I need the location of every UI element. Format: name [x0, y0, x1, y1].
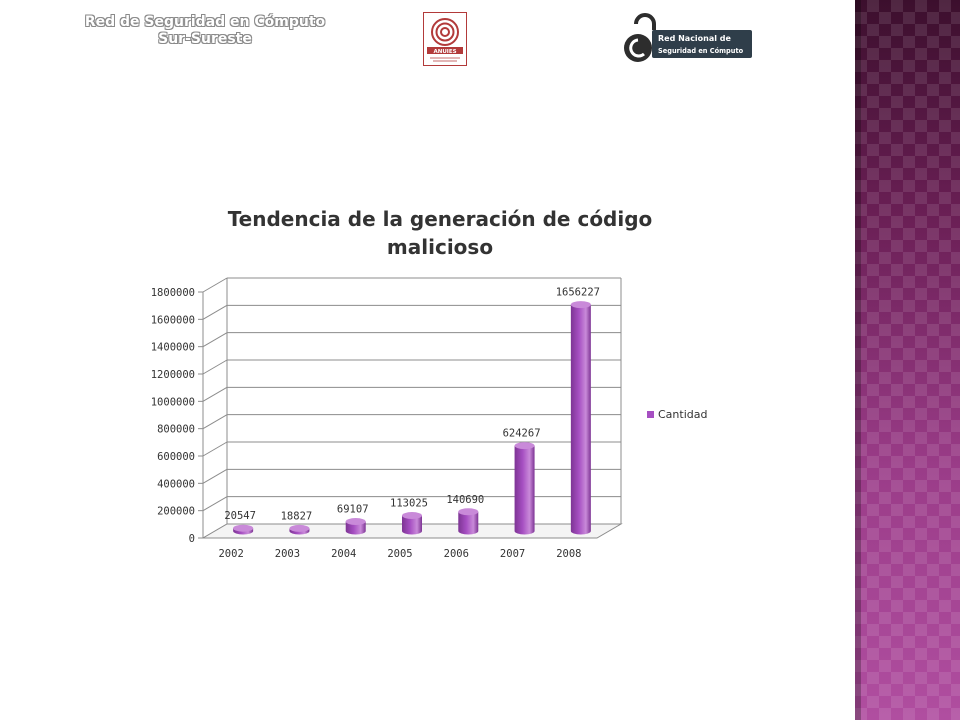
bar-top [345, 518, 366, 526]
rnsc-logo-line1: Red Nacional de [658, 34, 732, 43]
bar-top [570, 301, 591, 309]
x-tick-label: 2007 [500, 548, 525, 560]
decorative-sidebar-band [855, 0, 960, 720]
rnsc-padlock-shackle [634, 13, 656, 30]
bar-top [458, 508, 479, 516]
grid-side-line [202, 304, 228, 320]
y-tick-label: 1400000 [151, 342, 195, 354]
x-tick-label: 2006 [444, 548, 469, 560]
grid-side-line [202, 441, 228, 457]
data-label: 18827 [281, 510, 313, 522]
legend-swatch [647, 411, 654, 418]
bar [458, 511, 479, 535]
bar-top [289, 524, 310, 532]
rnsc-logo: Red Nacional de Seguridad en Cómputo [624, 13, 752, 62]
data-label: 1656227 [556, 287, 600, 299]
x-tick-label: 2005 [387, 548, 412, 560]
grid-side-line [202, 277, 228, 293]
chart-title-line2: malicioso [386, 235, 494, 259]
anuies-logo-ring-outer [431, 18, 459, 46]
y-tick-label: 400000 [157, 478, 195, 490]
grid-side-line [202, 386, 228, 402]
rnsc-padlock-c-mark [629, 38, 645, 58]
grid-side-line [202, 496, 228, 512]
bar [345, 521, 366, 535]
rnsc-logo-line2: Seguridad en Cómputo [658, 47, 744, 55]
y-tick-label: 1000000 [151, 396, 195, 408]
y-tick-label: 1200000 [151, 369, 195, 381]
anuies-logo-band [427, 47, 463, 54]
data-label: 140690 [446, 494, 484, 506]
anuies-logo-text: ANUIES [433, 49, 456, 55]
rnsc-padlock-body [624, 34, 652, 62]
y-tick-label: 200000 [157, 506, 195, 518]
grid-side-line [202, 414, 228, 430]
bar [570, 304, 591, 535]
x-tick-label: 2003 [275, 548, 300, 560]
bar [514, 445, 535, 535]
org-name-line2: Sur-Sureste [158, 31, 252, 47]
y-tick-label: 0 [189, 533, 195, 545]
bar [402, 515, 422, 535]
data-label: 69107 [337, 504, 369, 516]
data-label: 113025 [390, 498, 428, 510]
organization-header: Red de Seguridad en Cómputo Sur-Sureste [70, 14, 340, 48]
chart-legend: Cantidad [647, 408, 707, 421]
x-tick-label: 2004 [331, 548, 356, 560]
y-tick-label: 1600000 [151, 314, 195, 326]
y-tick-label: 800000 [157, 424, 195, 436]
y-tick-label: 600000 [157, 451, 195, 463]
chart-title-line1: Tendencia de la generación de código [227, 207, 653, 231]
data-label: 624267 [503, 428, 541, 440]
chart-title: Tendencia de la generación de código mal… [160, 205, 720, 261]
legend-label: Cantidad [658, 408, 708, 421]
grid-side-line [202, 332, 228, 348]
bar-top [233, 524, 254, 532]
bar-top [402, 512, 422, 520]
bar-top [514, 442, 535, 450]
grid-side-line [202, 468, 228, 484]
anuies-logo: ANUIES [423, 12, 467, 66]
anuies-logo-ring-middle [435, 22, 455, 42]
rnsc-logo-banner [652, 30, 752, 58]
org-name-line1: Red de Seguridad en Cómputo [84, 14, 326, 30]
y-tick-label: 1800000 [151, 287, 195, 299]
x-tick-label: 2002 [218, 548, 243, 560]
grid-side-line [202, 359, 228, 375]
anuies-logo-ring-inner [440, 27, 450, 37]
data-label: 20547 [224, 510, 256, 522]
x-tick-label: 2008 [556, 548, 581, 560]
